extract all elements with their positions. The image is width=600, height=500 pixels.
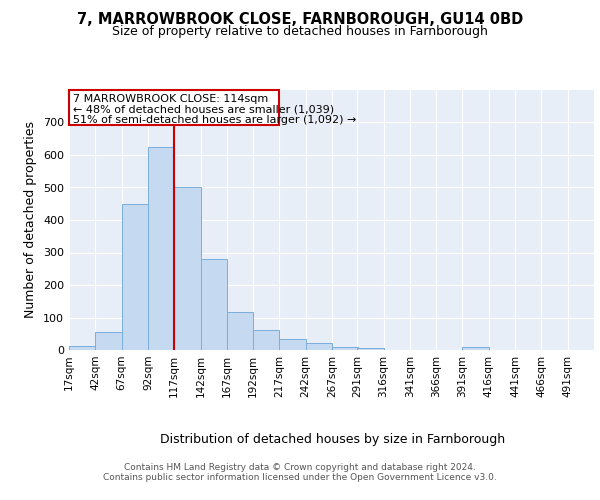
Text: Contains HM Land Registry data © Crown copyright and database right 2024.: Contains HM Land Registry data © Crown c… — [124, 462, 476, 471]
Text: Contains public sector information licensed under the Open Government Licence v3: Contains public sector information licen… — [103, 472, 497, 482]
Bar — [357, 348, 383, 350]
Bar — [69, 346, 95, 350]
Bar — [253, 330, 280, 350]
Bar — [306, 343, 332, 350]
Bar — [148, 147, 174, 350]
Bar — [332, 347, 358, 350]
Bar — [227, 312, 253, 350]
Bar — [280, 338, 306, 350]
Bar — [122, 204, 148, 350]
Bar — [200, 259, 227, 350]
Text: 7 MARROWBROOK CLOSE: 114sqm: 7 MARROWBROOK CLOSE: 114sqm — [73, 94, 268, 104]
Text: Size of property relative to detached houses in Farnborough: Size of property relative to detached ho… — [112, 25, 488, 38]
Bar — [69, 90, 280, 125]
Text: ← 48% of detached houses are smaller (1,039): ← 48% of detached houses are smaller (1,… — [73, 104, 334, 115]
Bar — [174, 188, 200, 350]
Y-axis label: Number of detached properties: Number of detached properties — [25, 122, 37, 318]
Text: Distribution of detached houses by size in Farnborough: Distribution of detached houses by size … — [160, 432, 506, 446]
Bar — [463, 348, 489, 350]
Text: 7, MARROWBROOK CLOSE, FARNBOROUGH, GU14 0BD: 7, MARROWBROOK CLOSE, FARNBOROUGH, GU14 … — [77, 12, 523, 28]
Bar — [95, 332, 122, 350]
Text: 51% of semi-detached houses are larger (1,092) →: 51% of semi-detached houses are larger (… — [73, 115, 356, 125]
